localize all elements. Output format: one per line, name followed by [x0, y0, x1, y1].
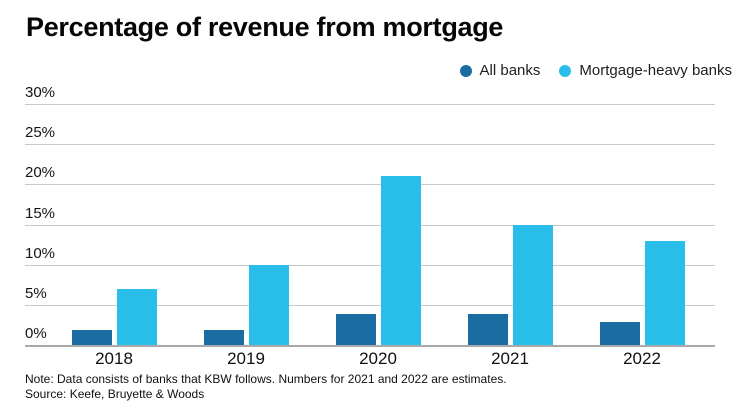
x-axis-label-2020: 2020	[359, 349, 397, 368]
x-axis-label-2019: 2019	[227, 349, 265, 368]
legend-item-all-banks: All banks	[459, 62, 541, 79]
gridline	[25, 304, 715, 306]
bar-mortgage-heavy-banks-2020	[380, 176, 421, 345]
y-axis-tick-label: 20%	[25, 164, 56, 182]
x-axis-label-2018: 2018	[95, 349, 133, 368]
x-axis-label-2022: 2022	[623, 349, 661, 368]
gridline	[25, 224, 715, 226]
legend-swatch-all-banks-icon	[459, 64, 472, 77]
legend: All banks Mortgage-heavy banks	[459, 62, 732, 79]
y-axis-tick-label: 0%	[25, 325, 47, 342]
bar-all-banks-2022	[599, 321, 640, 345]
chart-title: Percentage of revenue from mortgage	[26, 12, 504, 42]
legend-label-mortgage-heavy-banks: Mortgage-heavy banks	[579, 62, 732, 79]
gridline	[25, 264, 715, 266]
gridline	[25, 144, 715, 146]
y-axis-tick-label: 5%	[25, 284, 47, 302]
y-axis-tick-label: 15%	[25, 204, 56, 222]
bar-mortgage-heavy-banks-2022	[644, 240, 685, 345]
bar-mortgage-heavy-banks-2018	[116, 288, 157, 345]
y-axis-tick-label: 25%	[25, 124, 56, 142]
x-axis-line	[25, 345, 715, 347]
y-axis-tick-label: 10%	[25, 244, 56, 262]
legend-swatch-mortgage-heavy-banks-icon	[559, 64, 572, 77]
legend-item-mortgage-heavy-banks: Mortgage-heavy banks	[559, 62, 732, 79]
y-axis-tick-label: 30%	[25, 84, 56, 101]
bar-all-banks-2019	[203, 329, 244, 345]
gridline	[25, 104, 715, 105]
bar-mortgage-heavy-banks-2021	[512, 224, 553, 345]
source-text: Source: Keefe, Bruyette & Woods	[25, 387, 205, 401]
gridline	[25, 184, 715, 186]
bar-mortgage-heavy-banks-2019	[248, 264, 289, 345]
note-text: Note: Data consists of banks that KBW fo…	[25, 372, 507, 386]
bar-all-banks-2018	[71, 329, 112, 345]
chart-footer: Note: Data consists of banks that KBW fo…	[25, 372, 507, 402]
bar-all-banks-2021	[467, 313, 508, 345]
legend-label-all-banks: All banks	[479, 62, 541, 79]
x-axis-label-2021: 2021	[491, 349, 529, 368]
bar-all-banks-2020	[335, 313, 376, 345]
